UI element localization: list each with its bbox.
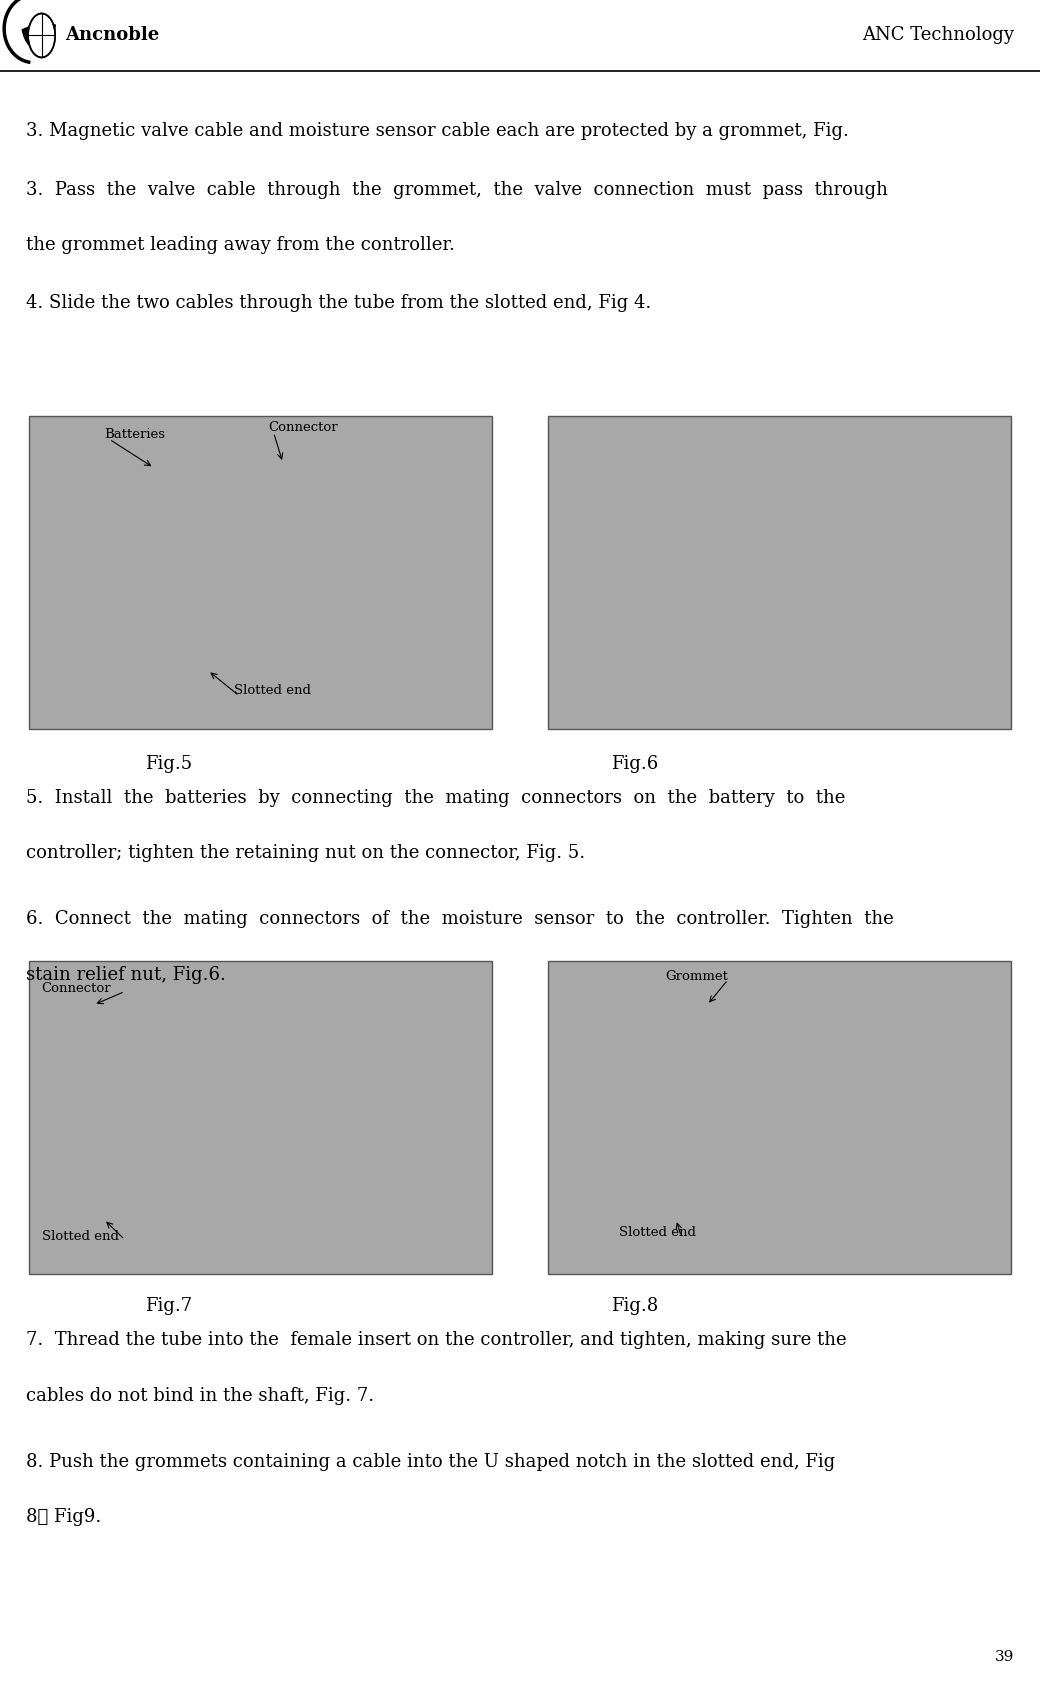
Text: 7.  Thread the tube into the  female insert on the controller, and tighten, maki: 7. Thread the tube into the female inser… — [26, 1331, 847, 1350]
Circle shape — [29, 15, 54, 56]
Text: ANC Technology: ANC Technology — [862, 27, 1014, 44]
Wedge shape — [22, 22, 56, 51]
Text: stain relief nut, Fig.6.: stain relief nut, Fig.6. — [26, 966, 226, 985]
Text: Connector: Connector — [268, 421, 338, 434]
Text: cables do not bind in the shaft, Fig. 7.: cables do not bind in the shaft, Fig. 7. — [26, 1387, 374, 1405]
Bar — [29, 961, 492, 1274]
Text: 3.  Pass  the  valve  cable  through  the  grommet,  the  valve  connection  mus: 3. Pass the valve cable through the grom… — [26, 181, 888, 199]
Text: Slotted end: Slotted end — [234, 684, 311, 698]
Text: 39: 39 — [994, 1650, 1014, 1664]
Text: Slotted end: Slotted end — [42, 1230, 119, 1243]
Text: Fig.5: Fig.5 — [145, 755, 192, 774]
Text: Connector: Connector — [42, 981, 111, 995]
Text: 4. Slide the two cables through the tube from the slotted end, Fig 4.: 4. Slide the two cables through the tube… — [26, 294, 651, 312]
Text: Grommet: Grommet — [666, 969, 728, 983]
Text: 8. Push the grommets containing a cable into the U shaped notch in the slotted e: 8. Push the grommets containing a cable … — [26, 1453, 835, 1471]
Bar — [548, 961, 1011, 1274]
Text: 6.  Connect  the  mating  connectors  of  the  moisture  sensor  to  the  contro: 6. Connect the mating connectors of the … — [26, 910, 893, 929]
Text: 3. Magnetic valve cable and moisture sensor cable each are protected by a gromme: 3. Magnetic valve cable and moisture sen… — [26, 122, 849, 140]
Text: Batteries: Batteries — [104, 427, 165, 441]
Text: 5.  Install  the  batteries  by  connecting  the  mating  connectors  on  the  b: 5. Install the batteries by connecting t… — [26, 789, 846, 807]
Text: controller; tighten the retaining nut on the connector, Fig. 5.: controller; tighten the retaining nut on… — [26, 844, 586, 863]
Text: the grommet leading away from the controller.: the grommet leading away from the contro… — [26, 236, 454, 255]
Bar — [548, 415, 1011, 730]
Text: Fig.8: Fig.8 — [610, 1297, 658, 1316]
Text: Fig.6: Fig.6 — [610, 755, 658, 774]
Text: Fig.7: Fig.7 — [145, 1297, 192, 1316]
Text: 8、 Fig9.: 8、 Fig9. — [26, 1508, 101, 1527]
Text: Slotted end: Slotted end — [619, 1226, 696, 1240]
Bar — [29, 415, 492, 730]
Text: Ancnoble: Ancnoble — [66, 27, 160, 44]
